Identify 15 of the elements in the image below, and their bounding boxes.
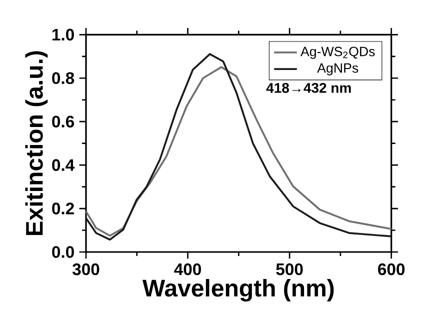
y-tick-label: 1.0 [52, 28, 74, 41]
y-axis-title: Exitinction (a.u.) [25, 51, 48, 236]
y-tick-label: 0.0 [52, 246, 74, 258]
legend-label: AgNPs [317, 63, 358, 76]
y-tick-label: 0.6 [52, 116, 74, 128]
y-tick-label: 0.2 [52, 202, 74, 214]
x-tick-label: 500 [276, 263, 303, 276]
y-tick-label: 0.8 [52, 72, 74, 84]
x-tick-label: 400 [174, 263, 202, 276]
legend-label: Ag-WS$_{2}$QDs [300, 46, 375, 59]
x-tick-label: 600 [378, 263, 405, 276]
x-axis-title: Wavelength (nm) [142, 279, 334, 302]
x-tick-label: 300 [72, 263, 100, 276]
y-tick-label: 0.4 [52, 159, 75, 171]
annotation: 418→432 nm [266, 82, 351, 93]
